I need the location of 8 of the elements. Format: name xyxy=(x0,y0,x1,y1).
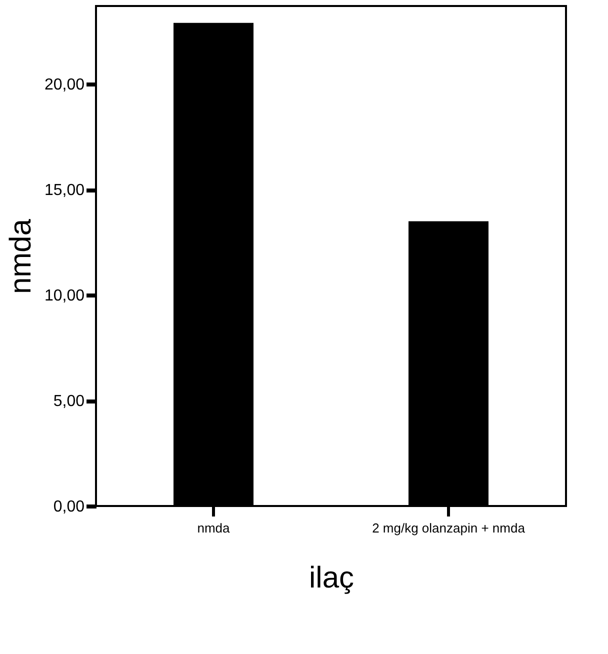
y-tick-label: 0,00 xyxy=(53,498,85,516)
y-tick-label: 5,00 xyxy=(53,393,85,410)
y-tick-label: 20,00 xyxy=(44,76,85,94)
x-axis-title: ilaç xyxy=(308,562,354,594)
y-axis-title: nmda xyxy=(4,218,38,294)
y-tick-label: 15,00 xyxy=(44,182,85,200)
x-tick-label: 2 mg/kg olanzapin + nmda xyxy=(372,520,526,536)
y-tick-label: 10,00 xyxy=(44,288,85,305)
